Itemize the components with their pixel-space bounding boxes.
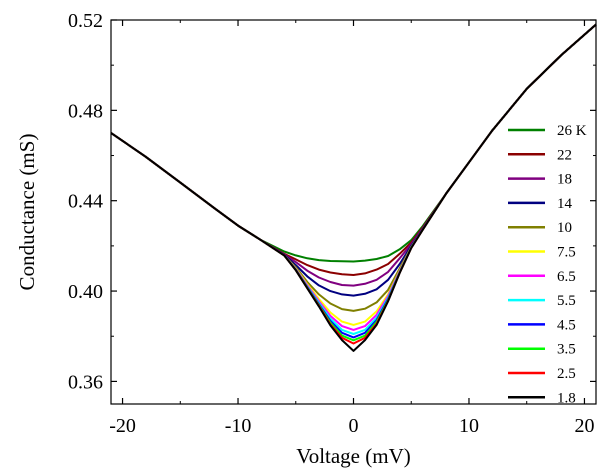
legend-label-0: 26 K [557,123,587,139]
series-line-5 [110,23,597,326]
x-tick-label-4: 20 [574,415,594,437]
legend-label-8: 4.5 [557,317,576,333]
series-layer [110,23,597,352]
y-tick-label-3: 0.48 [68,100,103,122]
x-tick-label-1: -10 [225,415,252,437]
legend-label-6: 6.5 [557,269,576,285]
y-tick-label-2: 0.44 [68,191,103,213]
legend-label-4: 10 [557,220,572,236]
legend: 26 K 22 18 14 10 7.5 6.5 5.5 4.5 3.5 2.5 1.8 [508,123,587,406]
axis-ticks: -20 -10 0 10 20 0.36 0.40 0.44 0.48 0.52 [68,10,596,437]
series-line-3 [110,23,597,297]
legend-label-10: 2.5 [557,366,576,382]
legend-label-11: 1.8 [557,390,576,406]
x-tick-label-0: -20 [109,415,136,437]
legend-label-7: 5.5 [557,293,576,309]
legend-label-5: 7.5 [557,245,576,261]
y-tick-label-4: 0.52 [68,10,103,32]
x-tick-label-2: 0 [349,415,359,437]
plot-frame [110,19,597,405]
series-line-1 [110,23,597,276]
legend-label-1: 22 [557,147,572,163]
series-line-9 [110,23,597,342]
series-line-6 [110,23,597,331]
y-tick-label-1: 0.40 [68,281,103,303]
legend-label-9: 3.5 [557,342,576,358]
legend-label-3: 14 [557,196,573,212]
legend-label-2: 18 [557,172,572,188]
series-line-8 [110,23,597,339]
y-axis-title: Conductance (mS) [15,134,39,291]
series-line-11 [110,23,597,352]
series-line-4 [110,23,597,312]
y-tick-label-0: 0.36 [68,371,103,393]
x-axis-title: Voltage (mV) [296,444,411,468]
x-tick-label-3: 10 [459,415,479,437]
